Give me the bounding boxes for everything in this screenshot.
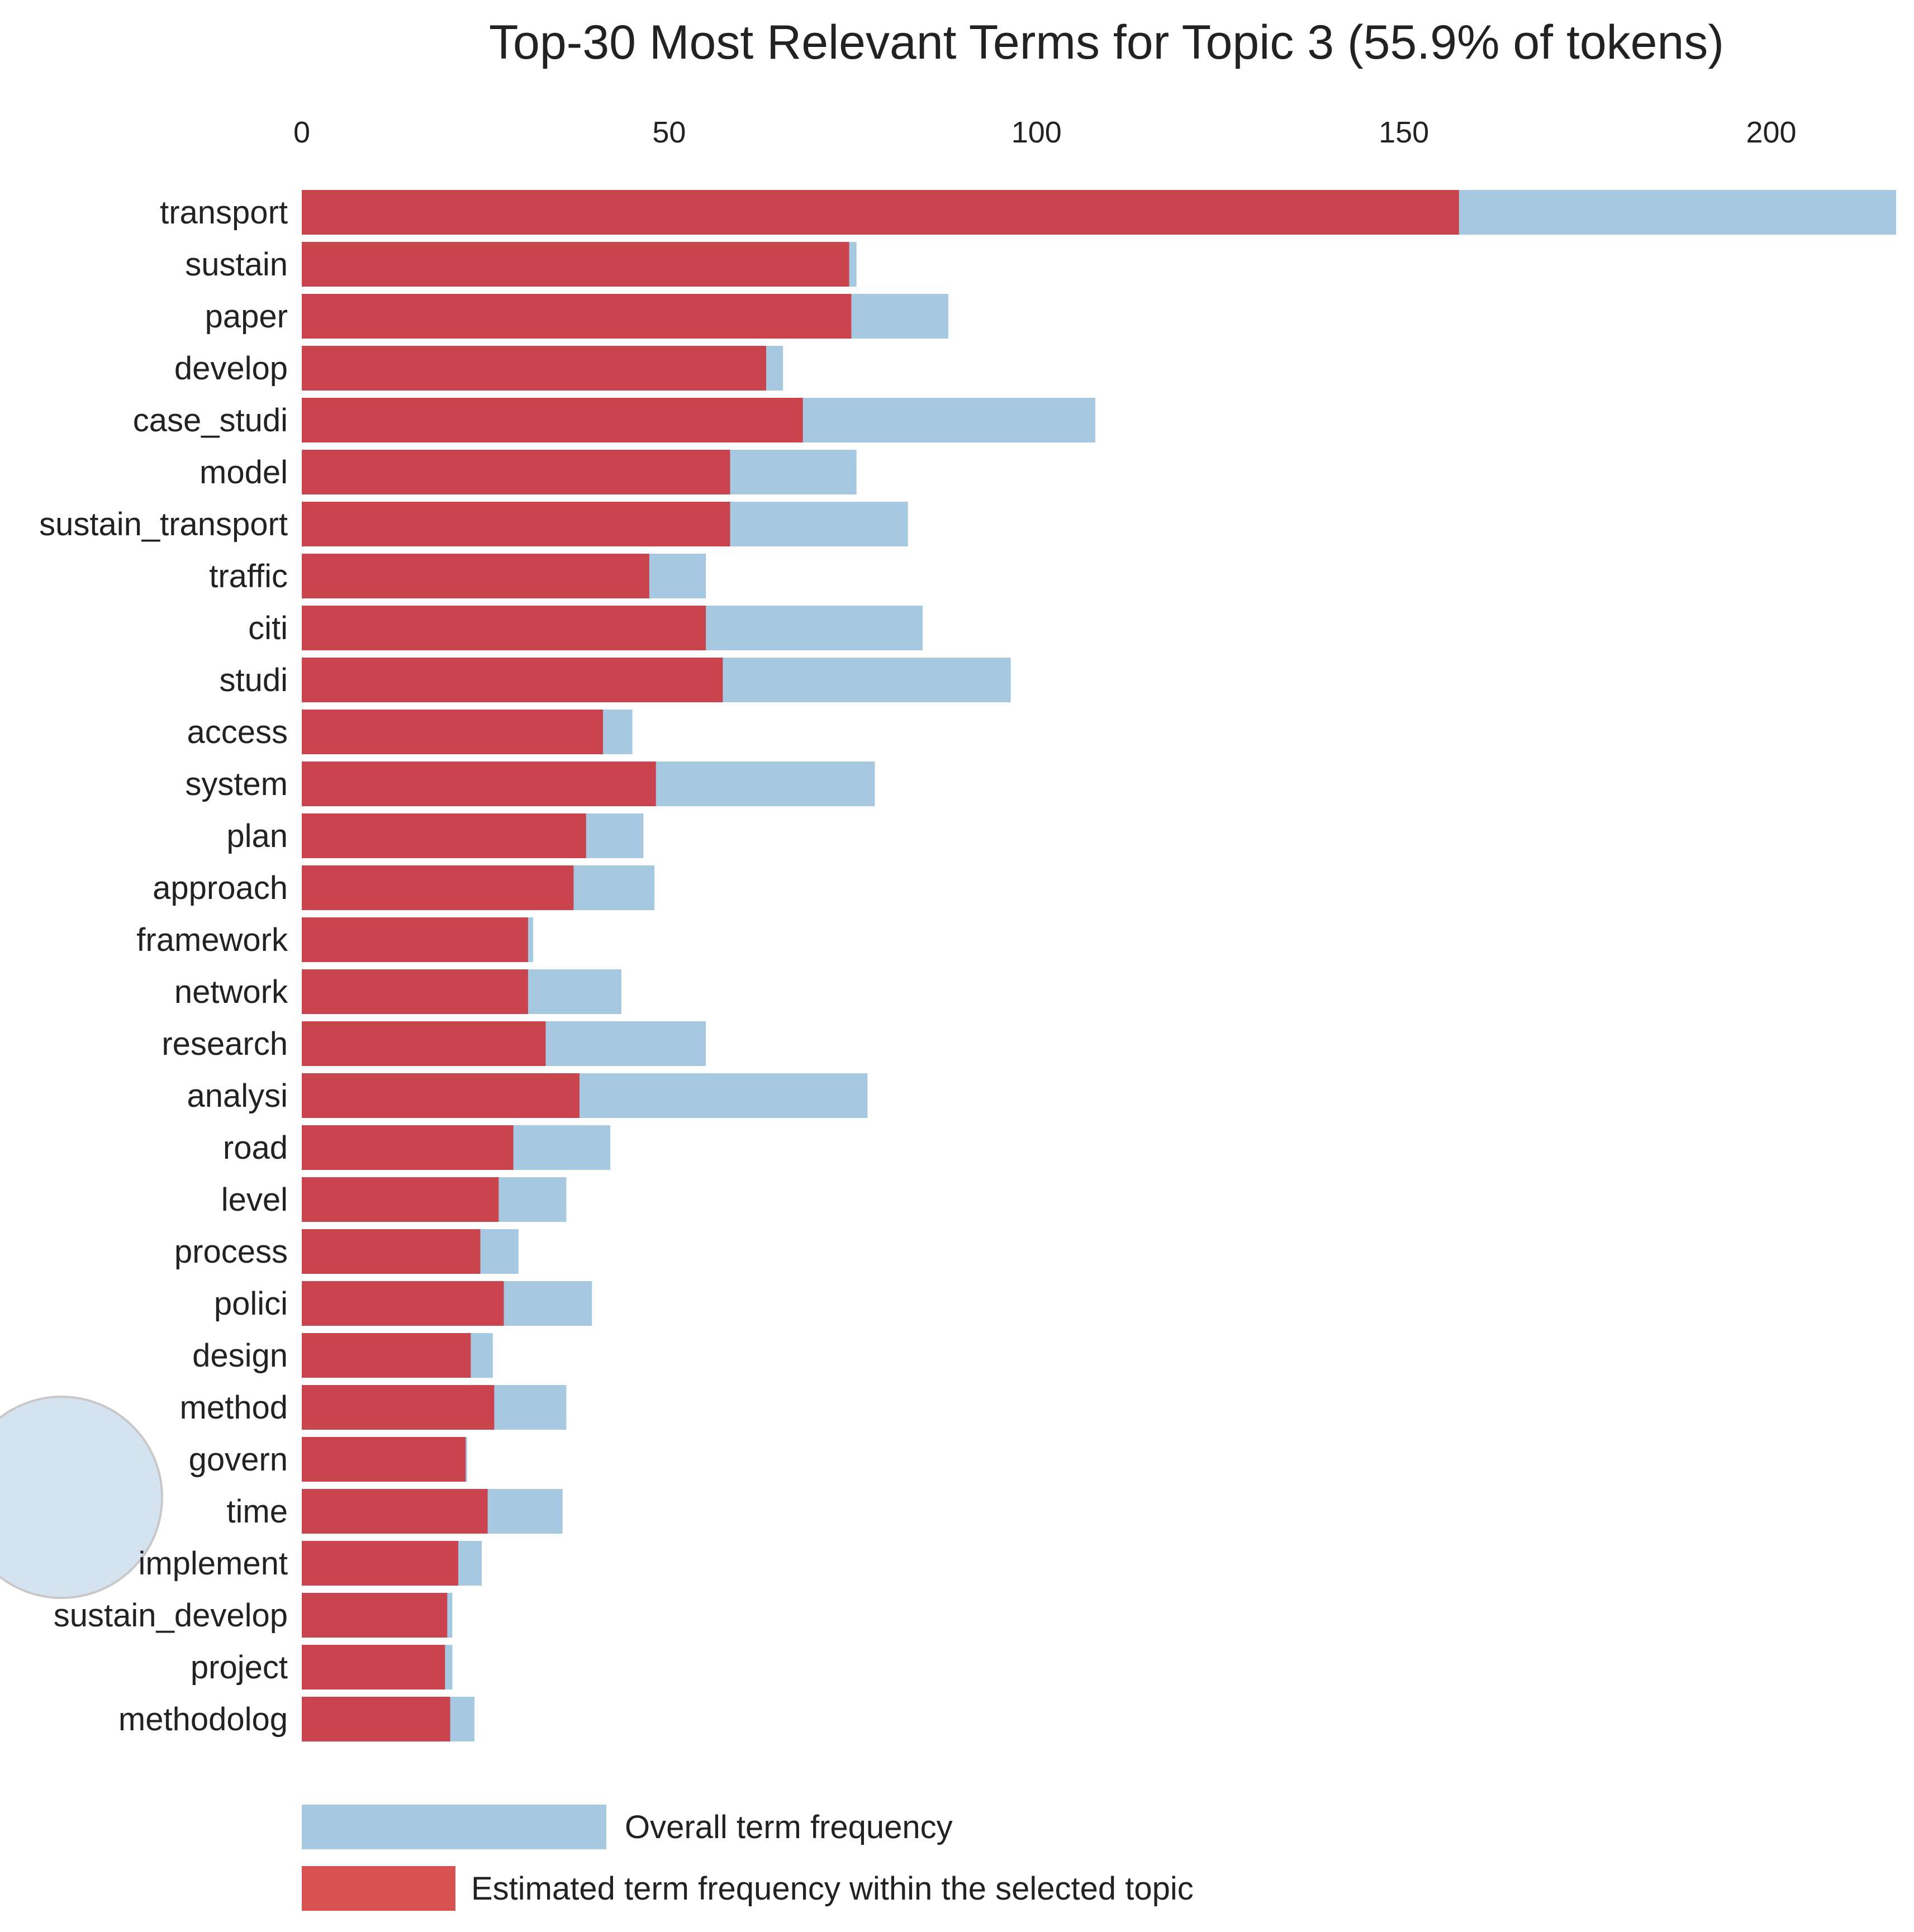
bar-topic[interactable] (302, 710, 604, 754)
legend-overall-swatch (302, 1805, 606, 1849)
background-topic-circle (0, 1396, 163, 1599)
bar-topic[interactable] (302, 1489, 488, 1534)
x-tick-label: 0 (293, 116, 310, 149)
bar-topic[interactable] (302, 865, 574, 910)
bar-topic[interactable] (302, 1333, 471, 1378)
bar-topic[interactable] (302, 294, 852, 339)
bar-topic[interactable] (302, 502, 730, 546)
x-axis: 0 50 100 150 200 (293, 116, 1797, 149)
bar-topic[interactable] (302, 1021, 546, 1066)
bar-topic[interactable] (302, 398, 803, 442)
y-category-label: traffic (209, 558, 288, 594)
y-category-label: plan (226, 818, 288, 854)
y-category-label: methodolog (118, 1701, 288, 1738)
y-category-label: framework (136, 922, 288, 958)
legend-topic-swatch (302, 1866, 455, 1911)
y-category-label: studi (219, 662, 288, 698)
y-category-label: time (226, 1493, 288, 1530)
y-category-label: network (174, 974, 288, 1010)
y-category-label: model (200, 454, 288, 491)
bar-topic[interactable] (302, 1385, 495, 1430)
bar-topic[interactable] (302, 1281, 504, 1326)
y-category-label: citi (248, 610, 288, 646)
legend-topic-label: Estimated term frequency within the sele… (471, 1871, 1194, 1907)
bar-topic[interactable] (302, 554, 649, 598)
bar-topic[interactable] (302, 917, 528, 962)
bar-topic[interactable] (302, 1593, 448, 1638)
x-tick-label: 100 (1011, 116, 1062, 149)
y-category-label: develop (174, 350, 288, 387)
bar-topic[interactable] (302, 1697, 450, 1741)
y-category-label: implement (138, 1545, 288, 1582)
x-tick-label: 150 (1379, 116, 1429, 149)
bar-topic[interactable] (302, 1437, 466, 1482)
y-category-label: design (192, 1338, 288, 1374)
y-category-label: road (223, 1130, 288, 1166)
y-category-label: process (174, 1234, 288, 1270)
legend: Overall term frequency Estimated term fr… (302, 1805, 1194, 1911)
bar-topic[interactable] (302, 1645, 445, 1690)
bar-topic[interactable] (302, 762, 656, 806)
y-category-label: sustain_develop (54, 1597, 288, 1634)
bar-topic[interactable] (302, 1229, 481, 1274)
bar-topic[interactable] (302, 1541, 459, 1586)
y-category-label: govern (189, 1441, 288, 1478)
bar-topic[interactable] (302, 813, 586, 858)
y-category-label: case_studi (133, 402, 288, 439)
bars (302, 190, 1896, 1741)
bar-topic[interactable] (302, 1125, 514, 1170)
y-category-label: project (191, 1649, 288, 1686)
y-category-label: level (221, 1182, 288, 1218)
y-category-label: transport (160, 194, 288, 231)
y-category-label: access (187, 714, 288, 750)
legend-overall-label: Overall term frequency (625, 1809, 953, 1845)
y-category-label: research (162, 1026, 288, 1062)
bar-topic[interactable] (302, 969, 528, 1014)
bar-topic[interactable] (302, 1177, 499, 1222)
y-category-label: polici (214, 1286, 288, 1322)
y-category-label: sustain (185, 246, 288, 283)
y-axis-labels: transport sustain paper develop case_studimo… (39, 194, 288, 1738)
chart-title: Top-30 Most Relevant Terms for Topic 3 (… (489, 16, 1724, 69)
y-category-label: approach (153, 870, 288, 906)
y-category-label: analysi (187, 1078, 288, 1114)
bar-topic[interactable] (302, 1073, 580, 1118)
bar-topic[interactable] (302, 346, 766, 391)
y-category-label: method (180, 1389, 288, 1426)
y-category-label: sustain_transport (39, 506, 288, 543)
y-category-label: paper (205, 298, 288, 335)
y-category-label: system (185, 766, 288, 802)
bar-topic[interactable] (302, 606, 706, 650)
bar-topic[interactable] (302, 242, 849, 287)
bar-topic[interactable] (302, 658, 723, 702)
x-tick-label: 200 (1746, 116, 1796, 149)
bar-topic[interactable] (302, 450, 730, 494)
x-tick-label: 50 (652, 116, 686, 149)
bar-topic[interactable] (302, 190, 1459, 235)
